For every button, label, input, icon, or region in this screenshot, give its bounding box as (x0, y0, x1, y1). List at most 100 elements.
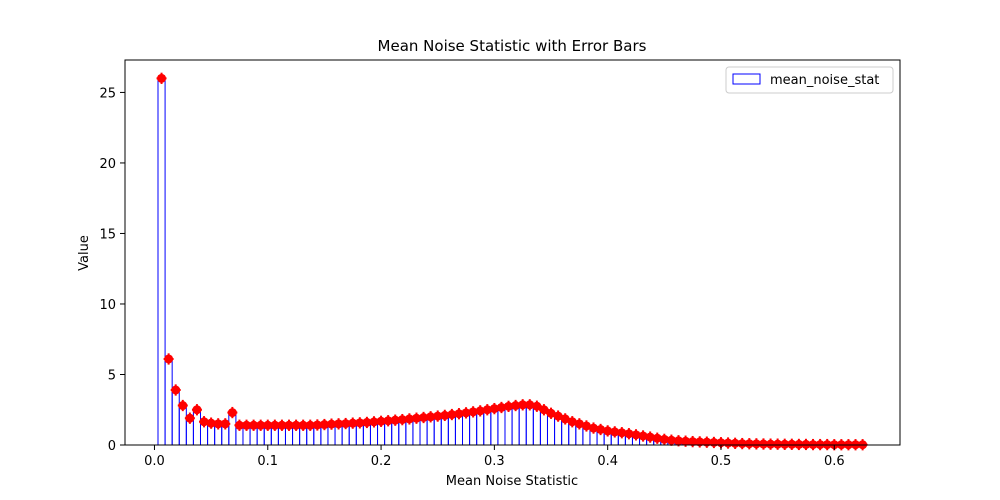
data-point (397, 415, 407, 425)
data-point (787, 439, 797, 449)
y-tick-label: 0 (108, 439, 116, 454)
data-point (560, 414, 570, 424)
data-point (617, 428, 627, 438)
data-point (426, 412, 436, 422)
legend: mean_noise_stat (725, 66, 894, 94)
legend-frame (725, 66, 894, 94)
legend-label: mean_noise_stat (770, 73, 879, 88)
data-point (454, 409, 464, 419)
data-point (341, 419, 351, 429)
x-axis-label: Mean Noise Statistic (446, 474, 578, 489)
data-point (178, 401, 188, 411)
data-point (319, 420, 329, 430)
data-point (334, 419, 344, 429)
data-point (291, 420, 301, 430)
data-point (546, 408, 556, 418)
data-point (305, 420, 315, 430)
data-point (496, 402, 506, 412)
data-point (326, 419, 336, 429)
data-point (702, 437, 712, 447)
data-point (284, 420, 294, 430)
y-tick-label: 5 (108, 368, 116, 383)
data-point (631, 430, 641, 440)
y-tick-label: 10 (99, 298, 116, 313)
data-point (504, 401, 514, 411)
data-point (780, 439, 790, 449)
data-point (298, 420, 308, 430)
data-point (475, 406, 485, 416)
data-point (277, 420, 287, 430)
data-point (567, 417, 577, 427)
x-tick-label: 0.4 (597, 454, 618, 469)
data-point (624, 429, 634, 439)
data-point (666, 435, 676, 445)
data-point (553, 411, 563, 421)
data-point (447, 410, 457, 420)
data-point (695, 437, 705, 447)
data-point (404, 414, 414, 424)
y-tick-label: 20 (99, 157, 116, 172)
data-point (589, 423, 599, 433)
chart-title: Mean Noise Statistic with Error Bars (378, 37, 647, 55)
data-point (164, 354, 174, 364)
data-point (383, 416, 393, 426)
x-tick-label: 0.1 (257, 454, 278, 469)
data-point (213, 419, 223, 429)
data-point (157, 73, 167, 83)
data-point (511, 401, 521, 411)
data-point (390, 415, 400, 425)
data-point (312, 420, 322, 430)
data-point (574, 419, 584, 429)
data-point (411, 413, 421, 423)
data-point (681, 436, 691, 446)
data-point (249, 420, 259, 430)
data-point (596, 424, 606, 434)
x-tick-label: 0.5 (711, 454, 732, 469)
data-point (192, 405, 202, 415)
data-point (525, 400, 535, 410)
data-point (440, 410, 450, 420)
data-point (489, 404, 499, 414)
markers-layer (157, 73, 868, 450)
data-point (227, 408, 237, 418)
x-tick-label: 0.3 (484, 454, 505, 469)
data-point (610, 427, 620, 437)
data-point (688, 437, 698, 447)
data-point (603, 426, 613, 436)
data-point (206, 418, 216, 428)
data-point (645, 432, 655, 442)
data-point (766, 439, 776, 449)
data-point (234, 420, 244, 430)
data-point (581, 421, 591, 431)
data-point (220, 419, 230, 429)
y-axis-label: Value (77, 235, 92, 271)
data-point (730, 438, 740, 448)
x-tick-label: 0.0 (144, 454, 165, 469)
data-point (355, 418, 365, 428)
data-point (461, 408, 471, 418)
data-point (468, 407, 478, 417)
data-point (348, 418, 358, 428)
data-point (362, 417, 372, 427)
data-point (433, 411, 443, 421)
data-point (263, 420, 273, 430)
data-point (638, 431, 648, 441)
data-point (199, 417, 209, 427)
data-point (532, 401, 542, 411)
data-point (801, 439, 811, 449)
data-point (773, 439, 783, 449)
data-point (659, 434, 669, 444)
data-point (737, 439, 747, 449)
data-point (171, 385, 181, 395)
data-point (794, 439, 804, 449)
data-point (256, 420, 266, 430)
x-tick-label: 0.6 (824, 454, 845, 469)
data-point (270, 420, 280, 430)
legend-swatch (732, 73, 761, 85)
data-point (652, 433, 662, 443)
data-point (242, 420, 252, 430)
data-point (369, 417, 379, 427)
data-point (744, 439, 754, 449)
